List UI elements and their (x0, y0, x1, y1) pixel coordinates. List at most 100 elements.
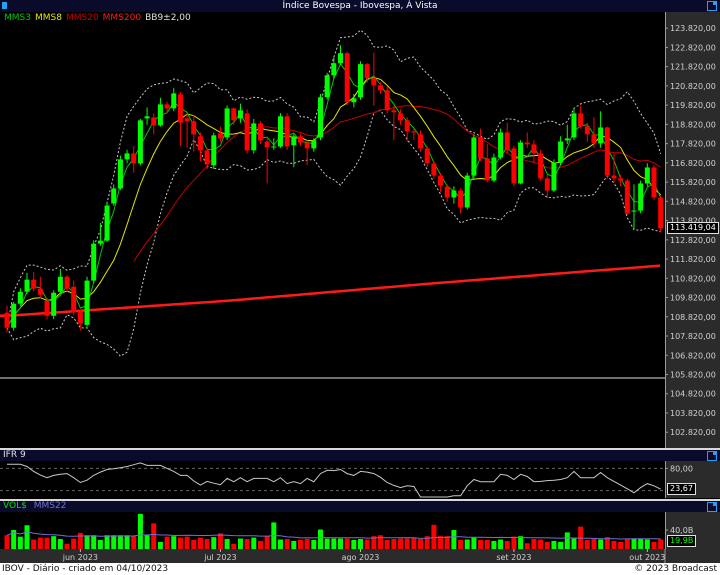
volume-bar (197, 537, 203, 549)
candle-body (458, 190, 464, 208)
candle (44, 297, 50, 320)
last-price-box: 113.419,04 (667, 222, 719, 235)
ifr-panel-header: IFR 9 (0, 450, 720, 461)
candle-body (251, 123, 257, 151)
candle (171, 88, 177, 112)
candle (271, 138, 277, 150)
volume-bar (164, 536, 170, 549)
volume-mms22-line (6, 531, 661, 540)
candle (117, 155, 123, 191)
candle (197, 132, 203, 162)
candle (137, 118, 143, 166)
volume-bar (157, 541, 163, 549)
volume-bar (451, 530, 457, 549)
candle-body (604, 127, 610, 176)
volume-bar (478, 539, 484, 549)
candle (558, 136, 564, 166)
candle (638, 180, 644, 214)
volume-bar (338, 538, 343, 549)
candle (504, 122, 510, 154)
candle-body (104, 205, 110, 241)
candle-body (44, 300, 50, 316)
candle (331, 57, 337, 79)
volume-bar (558, 541, 564, 549)
volume-bar (204, 539, 210, 549)
candle (598, 111, 604, 148)
volume-bar (411, 537, 417, 549)
price-axis[interactable]: 123.820,00 122.820,00 121.820,00 120.820,00… (665, 12, 720, 448)
candle-body (464, 175, 470, 208)
candle (438, 172, 444, 193)
bollinger-upper-band (6, 29, 662, 328)
panel-divider[interactable] (0, 499, 720, 501)
candle-body (144, 116, 150, 119)
mms20-line (133, 105, 661, 262)
candle (237, 103, 243, 123)
candle (91, 240, 97, 283)
panel-divider[interactable] (0, 448, 720, 450)
volume-bar (317, 529, 323, 549)
volume-chart-area[interactable] (0, 512, 665, 549)
ifr-chart (0, 462, 665, 498)
ifr-tick-label: 80,00 (670, 464, 693, 473)
price-tick-label: 102.820,00 (670, 428, 716, 437)
volume-bar (424, 536, 430, 549)
candle-body (197, 136, 203, 151)
candle (571, 109, 577, 141)
mms3-line (6, 62, 662, 328)
candle (631, 184, 637, 229)
price-tick-label: 109.820,00 (670, 294, 716, 303)
candle (524, 132, 530, 148)
volume-bar (264, 536, 270, 549)
candle (591, 117, 597, 148)
volume-bar (618, 541, 624, 549)
volume-axis: 40,0B 19,9B (665, 512, 720, 549)
ifr-chart-area[interactable] (0, 461, 665, 498)
volume-bar (658, 539, 664, 549)
candle-body (324, 75, 330, 98)
candle (358, 61, 364, 100)
candle-body (124, 153, 130, 160)
price-tick-label: 113.820,00 (670, 217, 716, 226)
candle (131, 145, 137, 173)
candle (77, 309, 83, 331)
volume-bar (231, 543, 237, 549)
volume-bar (191, 539, 197, 549)
volume-bar (524, 543, 530, 549)
price-tick-label: 110.820,00 (670, 274, 716, 283)
volume-bar (171, 536, 177, 549)
volume-bar (364, 539, 370, 549)
candle-body (551, 162, 557, 191)
external-window-icon[interactable] (707, 1, 717, 11)
candle-body (384, 90, 390, 111)
candle-body (564, 138, 570, 141)
volume-bar (284, 539, 290, 549)
candle-body (284, 116, 290, 147)
candle (498, 128, 504, 160)
volume-bar (17, 536, 23, 549)
price-tick-label: 107.820,00 (670, 332, 716, 341)
candle (37, 276, 43, 298)
candle (458, 188, 464, 214)
candle (291, 134, 297, 168)
candle-body (371, 78, 377, 86)
volume-bar (251, 537, 257, 549)
volume-bar (44, 537, 50, 549)
candle (418, 130, 424, 152)
candle-body (611, 175, 617, 179)
ifr-popout-icon[interactable] (707, 451, 717, 461)
volume-popout-icon[interactable] (707, 502, 717, 512)
volume-bar (631, 538, 637, 549)
candle-body (117, 159, 123, 189)
volume-bar (491, 540, 497, 549)
volume-bar (71, 538, 77, 549)
price-chart-area[interactable] (0, 12, 665, 448)
date-axis[interactable]: jun 2023 jul 2023 ago 2023 set 2023 out 2023 (0, 549, 720, 563)
volume-bar (344, 538, 350, 549)
ifr-axis-ticks: 80,00 (665, 464, 693, 473)
candle (264, 138, 270, 184)
candle (157, 97, 163, 127)
volume-tick-label: 40,0B (670, 526, 693, 535)
candle-body (151, 117, 157, 126)
candle (124, 149, 130, 164)
